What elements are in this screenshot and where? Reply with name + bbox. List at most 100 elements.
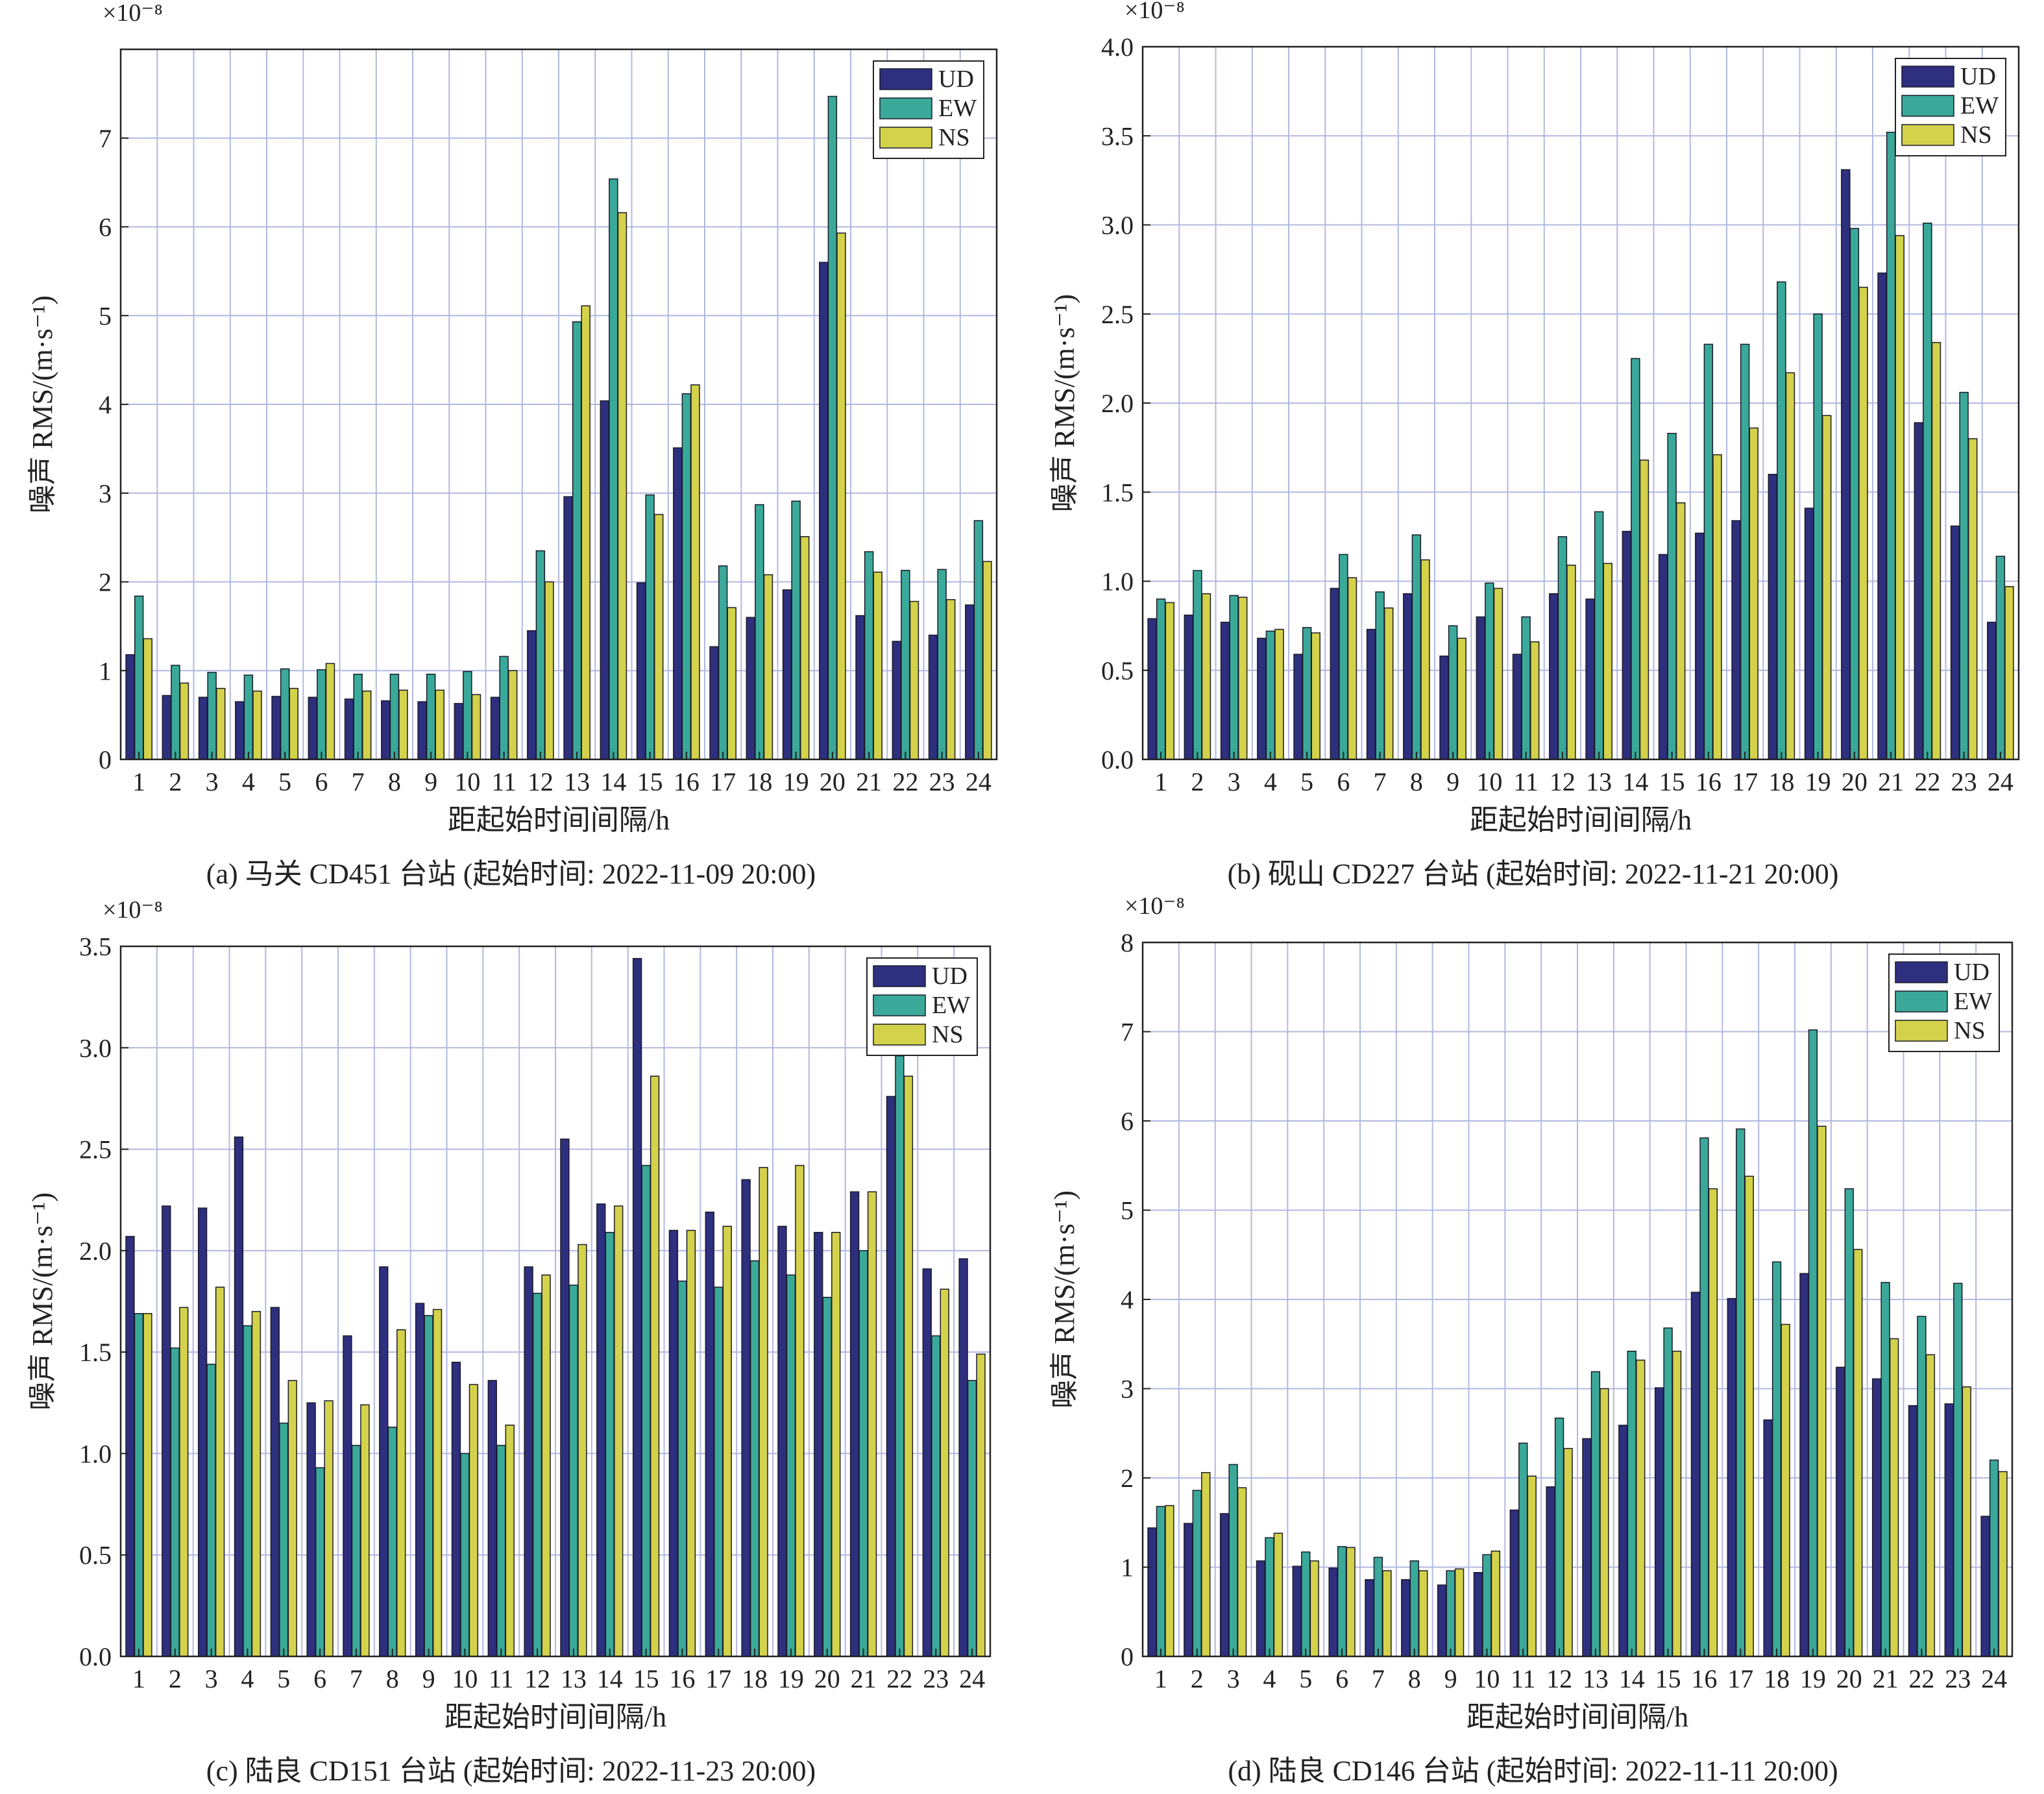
y-tick-label: 7 — [1121, 1018, 1134, 1047]
y-tick-label: 0.0 — [79, 1642, 112, 1671]
bar-ns — [903, 1075, 914, 1657]
chart-panel-c: 0.0 0.5 1.0 1.5 2.0 2.5 3.0 3.5 1 2 3 4 5 6 7 8 9 10 11 12 1… — [0, 897, 1022, 1794]
y-tick-label: 6 — [1121, 1107, 1134, 1136]
bar-ns — [179, 1307, 189, 1657]
x-tick-label: 11 — [1511, 1664, 1536, 1693]
bar-ew — [499, 656, 509, 760]
bar-ud — [451, 1362, 461, 1657]
bar-ns — [215, 687, 226, 760]
bar-ns — [252, 690, 262, 760]
x-tick-label: 6 — [1337, 767, 1350, 796]
grid-a — [121, 49, 997, 759]
bar-ns — [1744, 1175, 1754, 1657]
bar-ud — [270, 1307, 280, 1657]
bar-ud — [1549, 593, 1559, 760]
y-multiplier-label: ×10⁻⁸ — [103, 897, 163, 924]
bar-ew — [1265, 630, 1276, 760]
legend-label-ns: NS — [1954, 1017, 1986, 1044]
bar-ew — [424, 1315, 433, 1657]
bar-ud — [1914, 422, 1924, 760]
bar-ud — [1799, 1273, 1809, 1657]
bar-ud — [1987, 621, 1997, 760]
x-ticks-d: 1 2 3 4 5 6 7 8 9 10 11 12 13 14 15 16 17 18 19 20 21 22 23 24 — [1154, 1649, 2007, 1693]
bars-b — [1147, 132, 2014, 760]
x-tick-label: 2 — [1191, 1664, 1204, 1693]
bar-ns — [435, 689, 444, 760]
bar-ud — [1622, 530, 1632, 760]
x-tick-label: 16 — [674, 767, 700, 796]
bar-ew — [1995, 556, 2006, 760]
bar-ew — [937, 569, 947, 760]
bar-ns — [143, 1313, 152, 1657]
y-tick-label: 0.5 — [79, 1541, 112, 1570]
bar-ew — [1959, 391, 1969, 760]
y-tick-label: 6 — [99, 213, 112, 242]
bar-ew — [134, 1313, 144, 1657]
bar-ew — [641, 1164, 651, 1657]
bar-ew — [1953, 1283, 1963, 1657]
bar-ew — [206, 1364, 216, 1657]
bar-ns — [1749, 427, 1758, 760]
bar-ew — [572, 321, 582, 760]
bar-ud — [782, 589, 792, 760]
bar-ud — [892, 641, 902, 760]
legend-swatch-ns — [1895, 1020, 1948, 1042]
bar-ud — [1439, 656, 1449, 760]
legend-swatch-ew — [873, 994, 926, 1016]
bar-ew — [1989, 1459, 1999, 1657]
bar-ud — [1727, 1297, 1736, 1657]
bar-ud — [125, 1236, 135, 1657]
bar-ud — [560, 1138, 570, 1657]
y-multiplier-label: ×10⁻⁸ — [1125, 0, 1185, 24]
x-tick-label: 4 — [241, 1664, 254, 1693]
bar-ns — [690, 384, 700, 760]
bar-ns — [1237, 1487, 1247, 1657]
x-ticks-a: 1 2 3 4 5 6 7 8 9 10 11 12 13 14 15 16 17 18 19 20 21 22 23 24 — [132, 752, 992, 796]
bar-ew — [1156, 1506, 1166, 1657]
bar-ns — [799, 536, 810, 760]
bar-ns — [722, 1225, 732, 1657]
bar-ew — [535, 550, 546, 760]
bar-ns — [432, 1309, 443, 1657]
bar-ew — [1411, 534, 1422, 760]
bar-ud — [1184, 1523, 1193, 1657]
x-tick-label: 8 — [1408, 1664, 1421, 1693]
bar-ew — [1229, 595, 1239, 760]
bar-ns — [1853, 1249, 1863, 1657]
bar-ns — [544, 581, 554, 760]
bar-ew — [243, 674, 254, 760]
x-axis-title: 距起始时间间隔/h — [1470, 804, 1692, 836]
bar-ud — [855, 615, 865, 760]
chart-panel-b: 0.0 0.5 1.0 1.5 2.0 2.5 3.0 3.5 4.0 1 2 3 4 5 6 7 8 9 10 11… — [1022, 0, 2044, 897]
bar-ew — [1409, 1560, 1419, 1657]
x-tick-label: 21 — [856, 767, 882, 796]
bar-ew — [1923, 223, 1932, 760]
bar-ns — [1309, 1560, 1319, 1657]
x-tick-label: 1 — [1154, 767, 1167, 796]
bar-ud — [1658, 554, 1668, 760]
x-axis-title: 距起始时间间隔/h — [448, 804, 670, 836]
bar-ud — [162, 694, 172, 760]
bar-ew — [134, 595, 144, 760]
bar-ew — [1594, 511, 1604, 760]
bar-ns — [541, 1274, 551, 1657]
bar-ud — [308, 696, 318, 760]
bar-ew — [1663, 1327, 1673, 1657]
bar-ud — [1219, 1513, 1230, 1657]
x-tick-label: 7 — [350, 1664, 363, 1693]
x-tick-label: 21 — [1873, 1664, 1899, 1693]
bar-ew — [1302, 627, 1312, 760]
x-tick-label: 14 — [1619, 1664, 1645, 1693]
bar-ew — [353, 673, 363, 760]
chart-svg-c: 0.00.51.01.52.02.53.03.51 2 3 4 5 6 7 8 9 10 11 12 1… — [27, 897, 992, 1733]
x-tick-label: 1 — [132, 1664, 145, 1693]
bar-ud — [1473, 1572, 1483, 1657]
bar-ud — [417, 701, 427, 760]
bar-ud — [234, 1137, 244, 1657]
y-multiplier-label: ×10⁻⁸ — [103, 0, 163, 27]
bar-ns — [1817, 1125, 1827, 1657]
bar-ud — [1804, 508, 1814, 760]
bar-ud — [1365, 1579, 1374, 1657]
